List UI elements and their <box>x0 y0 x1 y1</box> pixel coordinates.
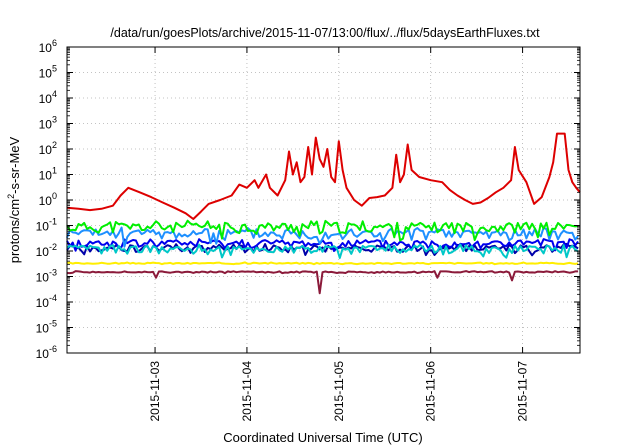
y-tick-exponent: -2 <box>49 242 57 252</box>
y-tick-base: 10 <box>39 67 53 81</box>
x-tick-label: 2015-11-06 <box>424 361 438 422</box>
y-tick-label: 100 <box>39 191 57 208</box>
y-tick-exponent: 3 <box>52 115 57 125</box>
y-tick-exponent: -1 <box>49 217 57 227</box>
y-tick-label: 104 <box>39 89 57 106</box>
y-tick-label: 10-5 <box>36 319 57 336</box>
y-tick-base: 10 <box>39 118 53 132</box>
series-line <box>66 226 579 248</box>
y-tick-base: 10 <box>36 220 50 234</box>
y-tick-label: 105 <box>39 64 57 81</box>
y-tick-exponent: 1 <box>52 166 57 176</box>
y-tick-label: 10-1 <box>36 217 57 234</box>
y-tick-exponent: 0 <box>52 191 57 201</box>
series-line <box>66 261 579 266</box>
y-axis-label-main: protons/cm <box>7 199 22 263</box>
y-tick-base: 10 <box>36 271 50 285</box>
x-tick-label: 2015-11-03 <box>148 361 162 422</box>
y-tick-exponent: 2 <box>52 140 57 150</box>
series-line <box>66 243 579 259</box>
y-tick-base: 10 <box>36 322 50 336</box>
y-tick-base: 10 <box>39 41 53 55</box>
y-tick-label: 10-2 <box>36 242 57 259</box>
y-tick-base: 10 <box>36 245 50 259</box>
y-axis-label-sup: 2 <box>6 194 16 199</box>
y-ticks: 10-610-510-410-310-210-11001011021031041… <box>36 38 580 361</box>
y-tick-exponent: -6 <box>49 344 57 354</box>
y-tick-label: 10-6 <box>36 344 57 361</box>
y-tick-base: 10 <box>36 296 50 310</box>
series-line <box>66 219 579 242</box>
y-tick-exponent: 5 <box>52 64 57 74</box>
y-tick-exponent: 6 <box>52 38 57 48</box>
x-axis-label: Coordinated Universal Time (UTC) <box>223 430 422 445</box>
x-tick-label: 2015-11-07 <box>516 361 530 422</box>
series-line <box>66 132 581 220</box>
series-group <box>66 132 581 295</box>
y-tick-base: 10 <box>36 347 50 361</box>
y-axis-label: protons/cm2-s-sr-MeV <box>6 136 22 263</box>
grid <box>67 47 580 353</box>
y-tick-exponent: 4 <box>52 89 57 99</box>
series-line <box>66 270 579 295</box>
chart-title: /data/run/goesPlots/archive/2015-11-07/1… <box>110 26 540 40</box>
x-ticks: 2015-11-03 2015-11-04 2015-11-05 2015-11-06… <box>148 47 530 422</box>
y-tick-exponent: -4 <box>49 293 57 303</box>
y-tick-base: 10 <box>39 143 53 157</box>
y-tick-label: 10-4 <box>36 293 57 310</box>
y-axis-label-rest: -s-sr-MeV <box>7 136 22 193</box>
y-tick-exponent: -5 <box>49 319 57 329</box>
y-tick-label: 10-3 <box>36 268 57 285</box>
x-tick-label: 2015-11-05 <box>332 361 346 422</box>
y-tick-base: 10 <box>39 92 53 106</box>
y-tick-label: 103 <box>39 115 57 132</box>
y-tick-label: 101 <box>39 166 57 183</box>
x-tick-label: 2015-11-04 <box>240 361 254 422</box>
y-tick-exponent: -3 <box>49 268 57 278</box>
y-tick-label: 102 <box>39 140 57 157</box>
y-tick-base: 10 <box>39 194 53 208</box>
y-tick-label: 106 <box>39 38 57 55</box>
y-tick-base: 10 <box>39 169 53 183</box>
